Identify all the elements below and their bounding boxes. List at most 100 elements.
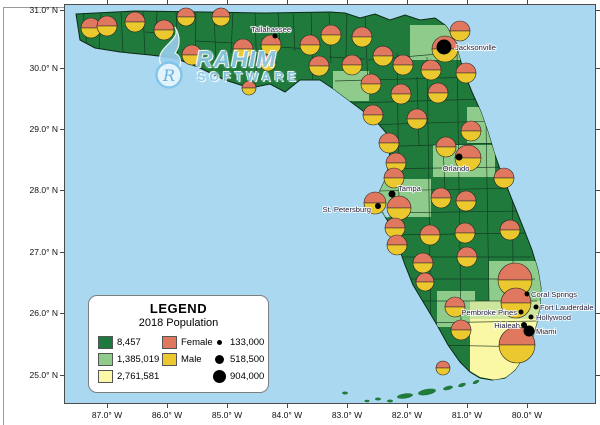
legend-color-swatch xyxy=(98,370,113,383)
county-pie-marker xyxy=(80,17,102,39)
county-pie-marker xyxy=(362,104,384,126)
legend-class-label: 2,761,581 xyxy=(117,371,160,382)
pie-male-half xyxy=(351,36,373,48)
county-pie-marker xyxy=(383,167,405,189)
pie-female-half xyxy=(460,120,482,132)
lon-tick xyxy=(227,0,228,4)
legend-size-label: 518,500 xyxy=(230,354,265,365)
legend-size-row: 518,500 xyxy=(212,351,264,368)
county-pie-marker xyxy=(419,224,441,246)
legend-pie-label: Female xyxy=(181,337,213,348)
pie-female-half xyxy=(450,319,472,331)
pie-female-half xyxy=(455,190,477,202)
pie-male-half xyxy=(431,48,459,63)
legend-size-classes: 133,000 518,500 904,000 xyxy=(212,334,264,385)
pie-female-half xyxy=(500,287,532,304)
city-dot xyxy=(436,39,452,55)
legend-pie-row: Female xyxy=(162,334,213,351)
lon-label: 80.0° W xyxy=(511,410,543,420)
legend-title: LEGEND xyxy=(149,301,208,316)
figure-border-left xyxy=(3,7,4,425)
pie-male-half xyxy=(427,92,449,104)
pie-female-half xyxy=(493,167,515,179)
city-labels-under-layer: Tallahassee xyxy=(250,24,292,35)
pie-female-half xyxy=(412,252,434,264)
lat-label: 26.0° N xyxy=(29,308,58,318)
legend-pie-row: Male xyxy=(162,351,212,368)
county-pie-marker xyxy=(430,187,452,209)
county-pie-marker xyxy=(386,234,408,256)
pie-male-half xyxy=(259,62,277,72)
lat-tick xyxy=(60,190,65,191)
pie-male-half xyxy=(124,21,146,33)
lon-tick xyxy=(527,404,528,408)
lon-label: 84.0° W xyxy=(271,410,303,420)
city-label: Miami xyxy=(536,327,557,336)
county-pie-marker xyxy=(232,38,254,60)
pie-female-half xyxy=(419,224,441,236)
county-pie-marker xyxy=(320,24,342,46)
city-label: Tampa xyxy=(398,184,422,193)
county-pie-marker xyxy=(176,7,196,27)
pie-male-half xyxy=(454,232,476,244)
county-pie-marker xyxy=(351,26,373,48)
lon-label: 87.0° W xyxy=(91,410,123,420)
county-pie-marker xyxy=(456,246,478,268)
county-pie-marker xyxy=(406,108,428,130)
pie-female-half xyxy=(341,54,363,66)
pie-male-half xyxy=(419,234,441,246)
legend-pie-label: Male xyxy=(181,354,202,365)
city-label: Orlando xyxy=(442,164,469,173)
county-pie-marker xyxy=(412,252,434,274)
pie-female-half xyxy=(435,136,457,148)
county-pie-marker xyxy=(360,73,382,95)
lat-tick xyxy=(596,375,600,376)
pie-female-half xyxy=(427,82,449,94)
pie-female-half xyxy=(456,246,478,258)
pie-male-half xyxy=(450,329,472,341)
lon-tick xyxy=(287,404,288,408)
pie-male-half xyxy=(341,64,363,76)
florida-keys xyxy=(342,379,480,403)
lat-label: 31.0° N xyxy=(29,5,58,15)
lat-label: 25.0° N xyxy=(29,370,58,380)
pie-female-half xyxy=(386,234,408,246)
pie-male-half xyxy=(449,30,471,42)
pie-male-half xyxy=(454,157,482,172)
county-pie-marker xyxy=(211,7,231,27)
county-pie-marker xyxy=(372,45,394,67)
pie-male-half xyxy=(460,130,482,142)
county-pie-marker xyxy=(386,195,412,221)
legend-size-row: 904,000 xyxy=(212,368,264,385)
county-pie-marker xyxy=(124,11,146,33)
pie-male-half xyxy=(96,25,118,37)
pie-male-half xyxy=(390,93,412,105)
pie-female-half xyxy=(378,132,400,144)
lat-tick xyxy=(60,68,65,69)
pie-male-half xyxy=(362,114,384,126)
county-pie-marker xyxy=(260,34,282,56)
pie-female-half xyxy=(363,191,387,204)
pie-female-half xyxy=(384,217,406,229)
pie-female-half xyxy=(211,7,231,18)
county-pie-marker xyxy=(435,360,451,376)
city-label: Hialeah xyxy=(494,321,520,330)
lat-tick xyxy=(596,190,600,191)
county-pie-marker xyxy=(427,82,449,104)
pie-female-half xyxy=(96,15,118,27)
legend-size-row: 133,000 xyxy=(212,334,264,351)
pie-female-half xyxy=(454,222,476,234)
county-pie-marker xyxy=(308,55,330,77)
lon-tick xyxy=(287,0,288,4)
lat-tick xyxy=(596,10,600,11)
pie-male-half xyxy=(500,302,532,319)
pie-female-half xyxy=(430,187,452,199)
legend-size-label: 904,000 xyxy=(230,371,265,382)
pie-female-half xyxy=(385,152,407,164)
city-label: Coral Springs xyxy=(531,290,577,299)
lat-tick xyxy=(60,10,65,11)
lon-label: 85.0° W xyxy=(211,410,243,420)
pie-male-half xyxy=(435,367,451,376)
lon-tick xyxy=(227,404,228,408)
